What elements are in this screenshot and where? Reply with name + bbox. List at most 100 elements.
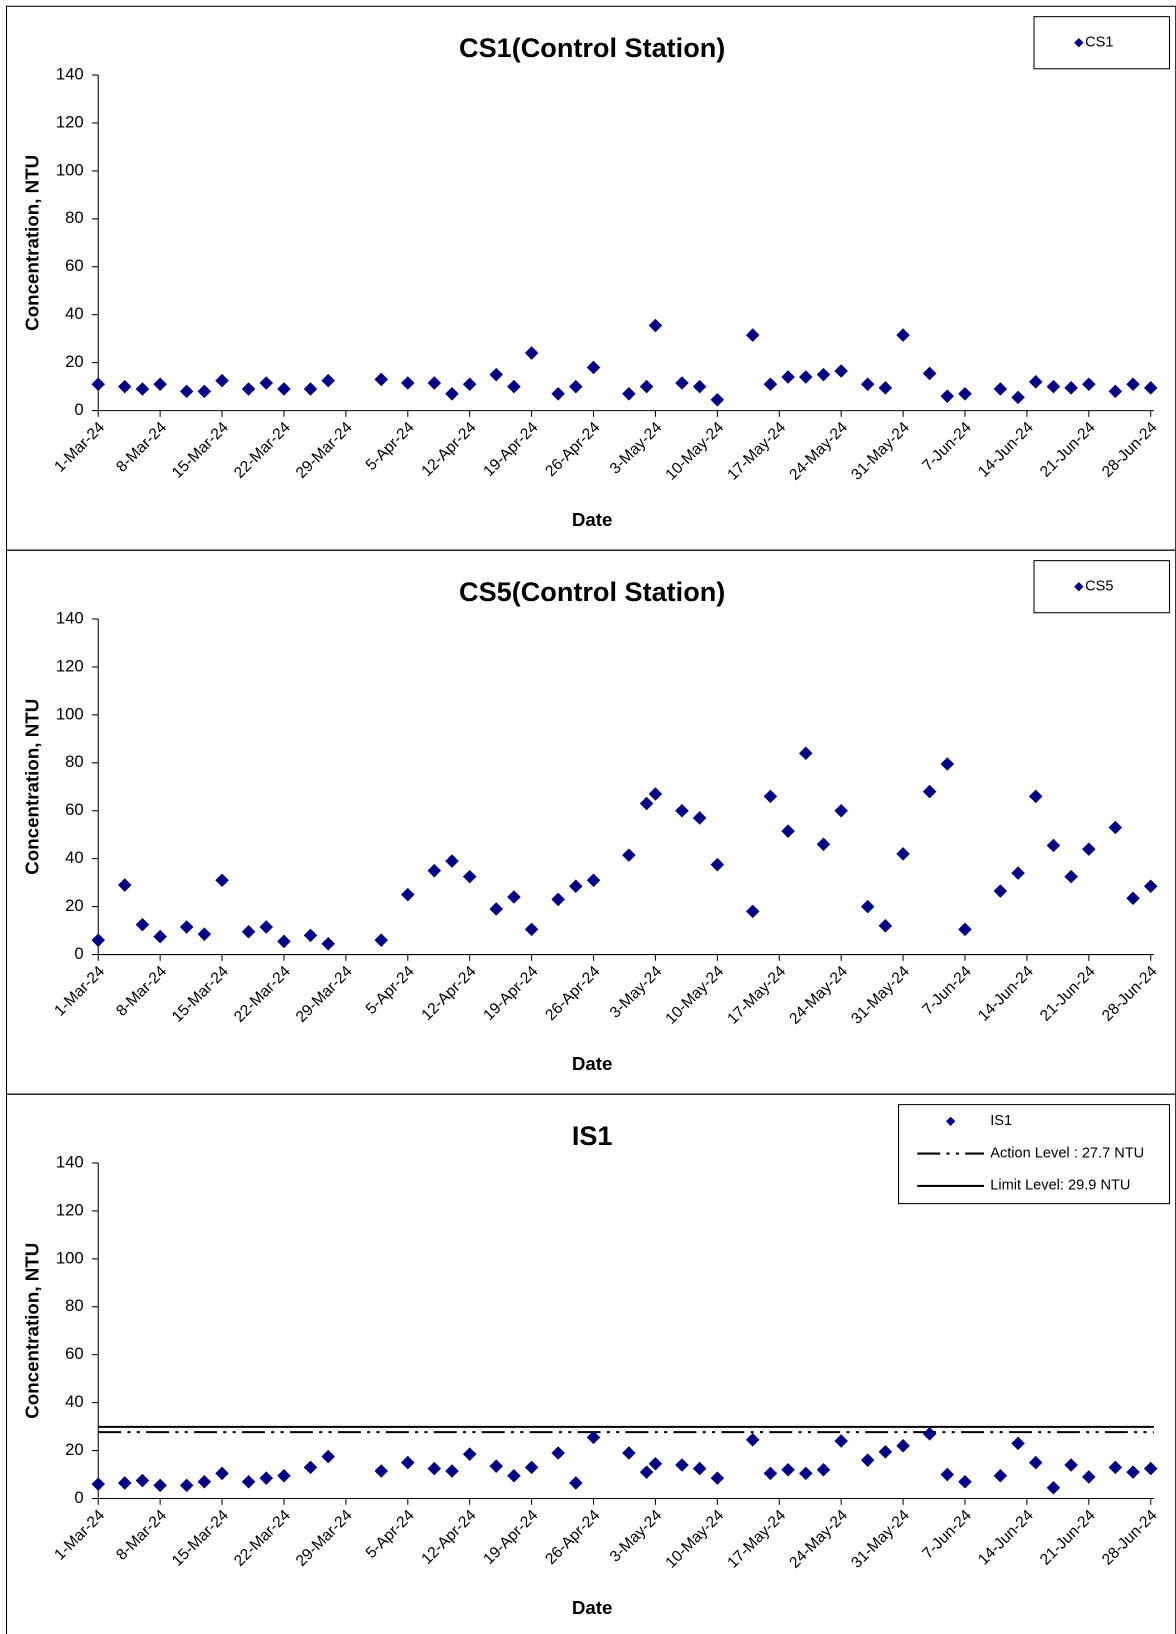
data-point	[940, 757, 955, 771]
y-tick-label: 120	[56, 112, 84, 131]
data-point	[745, 1433, 760, 1447]
data-point	[569, 379, 583, 394]
y-tick-label: 0	[74, 944, 83, 963]
data-point	[507, 1468, 521, 1483]
chart-title: CS1(Control Station)	[459, 32, 725, 63]
data-point	[692, 1461, 707, 1476]
data-point	[135, 917, 150, 932]
y-tick-label: 80	[65, 208, 84, 227]
data-point	[993, 382, 1008, 396]
data-point	[1046, 1480, 1061, 1495]
data-point	[179, 920, 194, 934]
data-point	[401, 376, 415, 390]
data-point	[524, 346, 539, 360]
x-axis-label: Date	[572, 1597, 613, 1618]
data-point	[569, 1476, 583, 1490]
legend-label: IS1	[990, 1113, 1012, 1129]
data-point	[958, 1474, 972, 1489]
data-point	[639, 1465, 654, 1479]
y-tick-label: 100	[56, 1248, 84, 1267]
data-point	[197, 927, 212, 941]
data-point	[445, 1464, 459, 1478]
data-point	[277, 934, 291, 949]
y-tick-label: 40	[65, 848, 84, 867]
chart-title: CS5(Control Station)	[459, 576, 725, 607]
data-point	[692, 379, 707, 394]
y-tick-label: 0	[74, 1488, 83, 1507]
legend-box	[1033, 560, 1171, 614]
data-point	[277, 1468, 291, 1483]
y-tick-label: 20	[65, 352, 84, 371]
data-point	[816, 367, 831, 382]
data-point	[1046, 379, 1061, 394]
data-point	[692, 811, 707, 825]
data-point	[489, 1459, 503, 1473]
data-point	[922, 1427, 937, 1441]
data-point	[462, 1447, 477, 1461]
data-point	[622, 848, 636, 862]
data-point	[1082, 1470, 1096, 1484]
y-tick-label: 80	[65, 752, 84, 771]
data-point	[1028, 789, 1043, 804]
y-tick-label: 120	[56, 1200, 84, 1219]
legend-box	[898, 1104, 1171, 1205]
data-point	[781, 1462, 795, 1477]
y-axis-label: Concentration, NTU	[22, 155, 43, 331]
data-point	[710, 1471, 725, 1485]
data-point	[1028, 1455, 1043, 1470]
data-point	[374, 1464, 389, 1478]
y-tick-label: 60	[65, 800, 84, 819]
data-point	[816, 837, 831, 852]
data-point	[1126, 1465, 1140, 1479]
data-point	[1082, 842, 1096, 856]
data-point	[321, 373, 335, 388]
data-point	[622, 1446, 636, 1460]
y-tick-label: 120	[56, 656, 84, 675]
data-point	[922, 784, 937, 799]
data-point	[940, 389, 955, 403]
legend-label: CS1	[1085, 35, 1113, 51]
y-tick-label: 140	[56, 1152, 84, 1171]
data-point	[799, 746, 813, 760]
data-point	[197, 1474, 212, 1489]
data-point	[993, 1468, 1008, 1483]
data-point	[401, 1455, 415, 1470]
data-point	[215, 1466, 229, 1481]
data-point	[135, 1473, 150, 1488]
data-point	[215, 873, 229, 888]
data-point	[940, 1467, 955, 1482]
y-tick-label: 140	[56, 64, 84, 83]
data-point	[277, 382, 291, 396]
data-point	[427, 1461, 442, 1476]
data-point	[551, 1446, 565, 1460]
legend-marker	[1074, 38, 1084, 48]
y-tick-label: 140	[56, 608, 84, 627]
data-point	[763, 1466, 778, 1481]
data-point	[374, 933, 389, 947]
y-axis-label: Concentration, NTU	[22, 1243, 43, 1419]
y-tick-label: 0	[74, 400, 83, 419]
data-point	[524, 1460, 539, 1475]
data-point	[763, 789, 778, 804]
data-point	[1028, 375, 1043, 389]
y-axis-label: Concentration, NTU	[22, 699, 43, 875]
y-tick-label: 60	[65, 1344, 84, 1363]
data-point	[507, 890, 521, 904]
data-point	[1108, 384, 1123, 399]
data-point	[445, 854, 459, 868]
data-point	[179, 384, 194, 399]
data-point	[648, 1457, 663, 1471]
data-point	[1011, 1436, 1025, 1451]
data-point	[860, 899, 875, 914]
data-point	[427, 376, 442, 390]
y-tick-label: 60	[65, 256, 84, 275]
legend-label: CS5	[1085, 579, 1113, 595]
data-point	[799, 370, 813, 384]
y-tick-label: 40	[65, 304, 84, 323]
y-tick-label: 20	[65, 1440, 84, 1459]
data-point	[993, 884, 1008, 898]
legend-marker	[1074, 582, 1084, 592]
data-point	[816, 1462, 831, 1477]
